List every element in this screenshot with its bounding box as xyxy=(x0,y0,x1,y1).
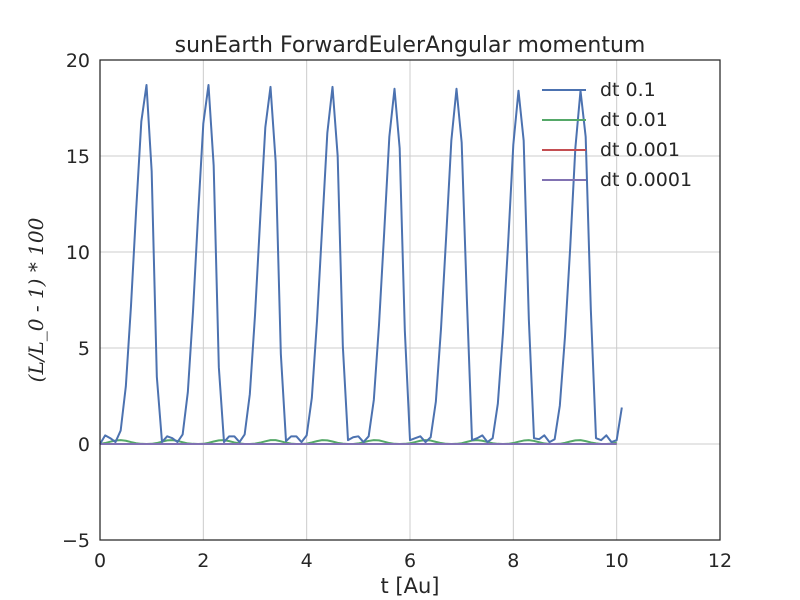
legend-label-1: dt 0.01 xyxy=(600,109,668,131)
y-tick-label: 5 xyxy=(78,338,90,360)
x-tick-label: 0 xyxy=(94,550,106,572)
x-tick-label: 10 xyxy=(605,550,629,572)
series-line-0 xyxy=(99,83,623,445)
legend-label-2: dt 0.001 xyxy=(600,139,680,161)
x-axis: 0 2 4 6 8 10 12 xyxy=(94,550,732,572)
y-tick-label: 20 xyxy=(66,50,90,72)
x-tick-label: 4 xyxy=(301,550,313,572)
chart-title: sunEarth ForwardEulerAngular momentum xyxy=(175,33,646,58)
legend-label-3: dt 0.0001 xyxy=(600,169,692,191)
y-tick-label: 15 xyxy=(66,146,90,168)
series-layer xyxy=(99,83,623,445)
x-axis-label: t [Au] xyxy=(381,574,440,598)
legend-label-0: dt 0.1 xyxy=(600,79,656,101)
legend: dt 0.1 dt 0.01 dt 0.001 dt 0.0001 xyxy=(542,79,692,191)
y-tick-label: 0 xyxy=(78,434,90,456)
x-tick-label: 6 xyxy=(404,550,416,572)
y-tick-label: −5 xyxy=(62,530,90,552)
plot-frame xyxy=(99,59,721,541)
x-tick-label: 2 xyxy=(197,550,209,572)
x-tick-label: 12 xyxy=(708,550,732,572)
y-axis-label: (L/L_0 - 1) * 100 xyxy=(24,217,48,382)
y-axis: −5 0 5 10 15 20 xyxy=(62,50,90,552)
x-tick-label: 8 xyxy=(507,550,519,572)
y-tick-label: 10 xyxy=(66,242,90,264)
